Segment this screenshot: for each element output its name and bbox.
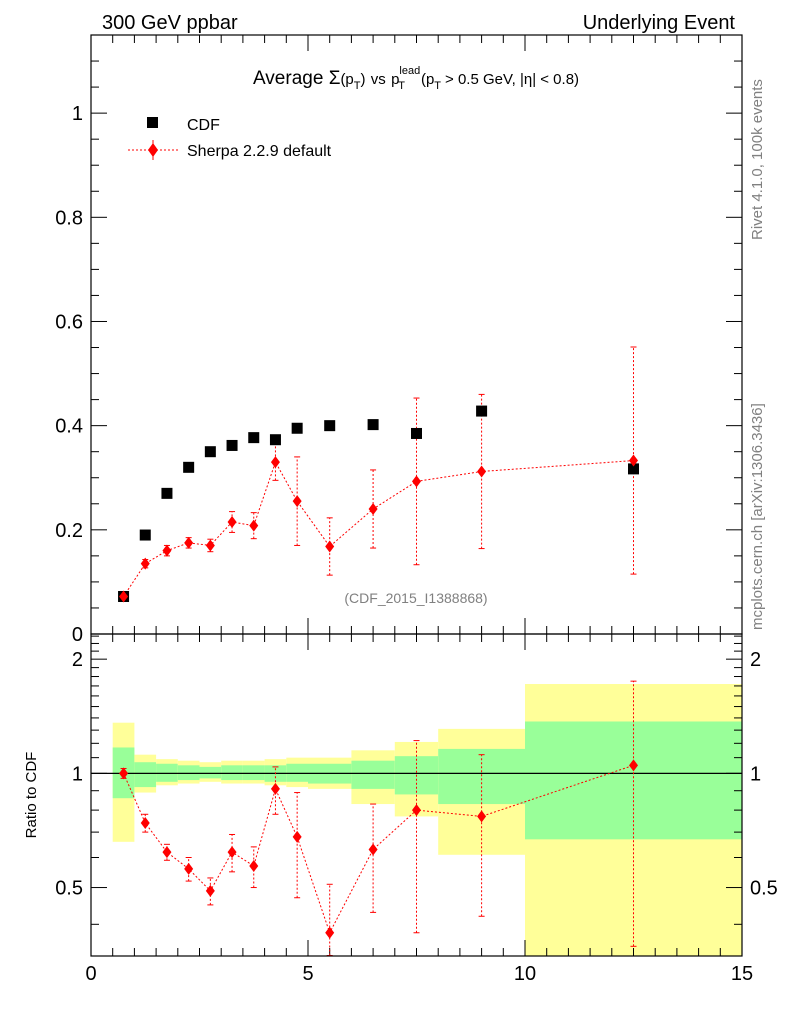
sherpa-point: [249, 519, 259, 532]
ratio-ytick-label-left: 1: [72, 763, 83, 785]
ratio-ylabel: Ratio to CDF: [23, 752, 40, 839]
title-cuts-sub: T: [434, 80, 441, 92]
cdf-point: [291, 422, 303, 434]
legend: CDF Sherpa 2.2.9 default: [128, 117, 332, 160]
sherpa-point: [227, 516, 237, 529]
ratio-xtick-label: 10: [514, 963, 536, 985]
ratio-sherpa-point: [325, 926, 335, 939]
top-ytick-label: 0.8: [55, 207, 83, 229]
ratio-sherpa-point: [162, 846, 172, 859]
ratio-sherpa-point: [292, 830, 302, 843]
cdf-point: [226, 439, 238, 451]
mcplots-label: mcplots.cern.ch [arXiv:1306.3436]: [749, 403, 766, 630]
title-cuts-open: (p: [421, 71, 434, 88]
ratio-panel-ticks: 0.5 0.5 1 1 2 2 0 5 10 15: [55, 634, 778, 985]
legend-marker-cdf: [147, 117, 158, 128]
sherpa-point: [205, 539, 215, 552]
ratio-sherpa-point: [412, 804, 421, 817]
ratio-sherpa-point: [227, 846, 237, 859]
band-inner: [351, 760, 395, 789]
band-inner: [199, 766, 222, 779]
top-panel-series: [118, 346, 639, 603]
ratio-sherpa-point: [477, 810, 487, 823]
ratio-sherpa-point: [119, 767, 129, 780]
cdf-point: [628, 463, 639, 475]
band-inner: [221, 765, 243, 781]
band-inner: [134, 762, 157, 788]
cdf-point: [248, 432, 260, 444]
ratio-sherpa-point: [249, 859, 259, 872]
sherpa-point: [325, 540, 335, 553]
top-ytick-label: 0.2: [55, 520, 83, 542]
ratio-sherpa-point: [140, 816, 150, 829]
analysis-tag: (CDF_2015_I1388868): [344, 590, 487, 606]
ratio-xtick-label: 0: [85, 963, 96, 985]
ratio-sherpa-point: [368, 843, 378, 856]
sherpa-point: [477, 465, 487, 478]
title-p-sub: T: [398, 80, 405, 92]
title-pt-sub: T: [354, 80, 361, 92]
sherpa-point: [140, 557, 150, 570]
header-right: Underlying Event: [583, 12, 736, 34]
cdf-point: [204, 446, 216, 458]
ratio-ytick-label-right: 2: [750, 649, 761, 671]
ratio-ytick-label-right: 1: [750, 763, 761, 785]
ratio-ytick-label-left: 2: [72, 649, 83, 671]
ratio-ytick-label-left: 0.5: [55, 878, 83, 900]
sherpa-point: [270, 456, 280, 469]
top-ytick-label: 1: [72, 103, 83, 125]
legend-label-sherpa: Sherpa 2.2.9 default: [187, 143, 332, 160]
sherpa-point: [292, 495, 302, 508]
cdf-point: [367, 419, 379, 431]
plot-title: Average Σ(pT) vs plead T (pT > 0.5 GeV, |η|…: [253, 65, 579, 92]
ratio-xtick-label: 5: [302, 963, 313, 985]
title-pt-open: (p: [340, 71, 353, 88]
title-pt-close: ): [361, 71, 366, 88]
cdf-point: [476, 405, 488, 417]
ratio-panel-series: [119, 680, 638, 957]
title-vs: vs: [371, 71, 386, 88]
cdf-point: [183, 461, 195, 473]
sherpa-line: [123, 460, 634, 597]
band-inner: [177, 765, 200, 781]
top-panel-ticks: 0 0.2 0.4 0.6 0.8 1: [55, 34, 743, 646]
top-ytick-label: 0.4: [55, 416, 83, 438]
sherpa-point: [629, 454, 638, 467]
title-word: Average: [253, 68, 323, 89]
ratio-sherpa-point: [205, 884, 215, 897]
ratio-ytick-label-right: 0.5: [750, 878, 778, 900]
ratio-xtick-label: 15: [731, 963, 753, 985]
top-ytick-label: 0: [72, 624, 83, 646]
top-ytick-label: 0.6: [55, 311, 83, 333]
title-p-sup: lead: [399, 65, 420, 77]
title-p: p: [391, 71, 399, 88]
header-left: 300 GeV ppbar: [102, 12, 238, 34]
sherpa-point: [368, 502, 378, 515]
cdf-point: [411, 427, 422, 439]
cdf-point: [269, 434, 281, 446]
ratio-panel-frame: [90, 633, 743, 957]
ratio-sherpa-point: [184, 862, 194, 875]
title-cuts-rest: > 0.5 GeV, |η| < 0.8): [445, 71, 579, 88]
cdf-point: [161, 487, 173, 499]
rivet-label: Rivet 4.1.0, 100k events: [749, 79, 766, 240]
ratio-sherpa-point: [270, 782, 280, 795]
ratio-sherpa-point: [629, 759, 638, 772]
cdf-point: [324, 420, 336, 432]
title-sigma: Σ: [329, 68, 341, 89]
legend-label-cdf: CDF: [187, 117, 220, 134]
sherpa-point: [184, 536, 194, 549]
cdf-point: [139, 529, 151, 541]
sherpa-point: [162, 544, 172, 557]
sherpa-point: [412, 475, 421, 488]
sherpa-point: [119, 590, 129, 603]
band-inner: [242, 765, 265, 781]
